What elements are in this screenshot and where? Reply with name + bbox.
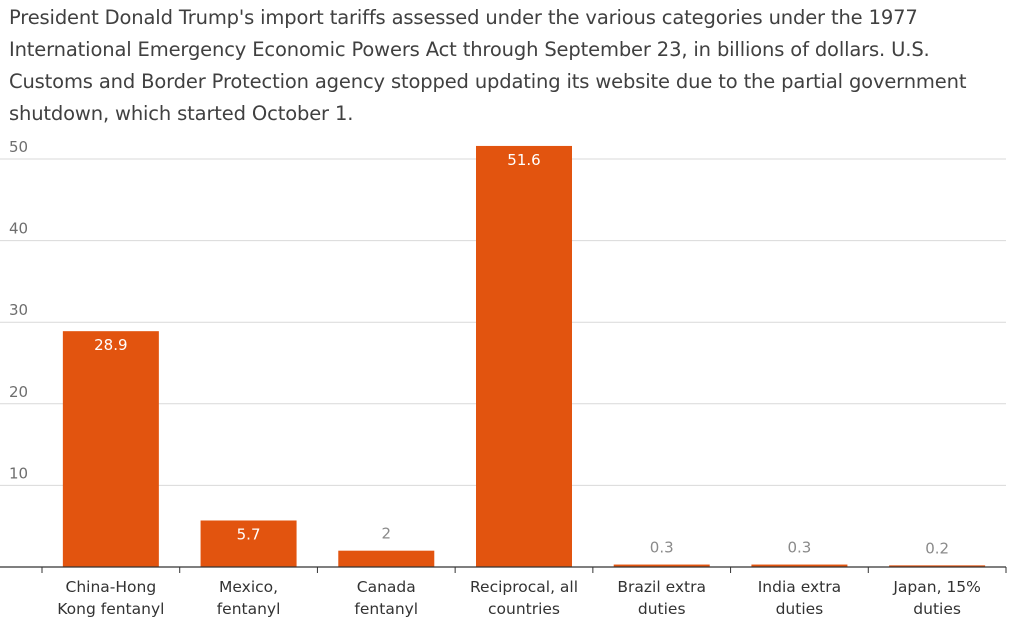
category-label-4-line-1: Reciprocal, all xyxy=(470,578,578,596)
data-label-1: 28.9 xyxy=(94,336,127,354)
bar-1 xyxy=(62,331,159,567)
y-tick-label-10: 10 xyxy=(9,464,28,482)
category-label-5-line-1: Brazil extra xyxy=(617,578,706,596)
bar-3 xyxy=(338,550,435,567)
category-labels: China-Hong Kong fentanyl Mexico, fentanyl Ca… xyxy=(57,578,981,618)
chart-subtitle: President Donald Trump's import tariffs … xyxy=(9,6,967,125)
data-label-4: 51.6 xyxy=(507,151,540,169)
bars xyxy=(62,145,986,567)
data-label-3: 2 xyxy=(382,525,392,543)
category-label-2-line-1: Mexico, xyxy=(219,578,278,596)
data-label-6: 0.3 xyxy=(787,539,811,557)
bar-5 xyxy=(613,564,710,567)
category-label-4-line-2: countries xyxy=(488,600,560,618)
category-label-6-line-1: India extra xyxy=(758,578,841,596)
category-label-7-line-1: Japan, 15% xyxy=(892,578,981,596)
y-tick-label-20: 20 xyxy=(9,383,28,401)
bar-6 xyxy=(751,564,848,567)
y-tick-label-50: 50 xyxy=(9,138,28,156)
category-label-6-line-2: duties xyxy=(776,600,824,618)
y-tick-label-40: 40 xyxy=(9,220,28,238)
category-label-1-line-2: Kong fentanyl xyxy=(57,600,164,618)
category-label-3-line-1: Canada xyxy=(357,578,416,596)
y-axis-tick-labels: 10 20 30 40 50 xyxy=(9,138,28,482)
data-label-5: 0.3 xyxy=(650,539,674,557)
data-label-7: 0.2 xyxy=(925,539,949,557)
y-tick-label-30: 30 xyxy=(9,301,28,319)
category-label-7-line-2: duties xyxy=(913,600,961,618)
category-label-5-line-2: duties xyxy=(638,600,686,618)
bar-2 xyxy=(200,520,297,567)
category-label-1-line-1: China-Hong xyxy=(66,578,157,596)
data-labels: 28.9 5.7 2 51.6 0.3 0.3 0.2 xyxy=(94,151,949,557)
data-label-2: 5.7 xyxy=(237,525,261,543)
category-label-2-line-2: fentanyl xyxy=(217,600,281,618)
x-axis-tick-marks xyxy=(41,567,1007,573)
bar-7 xyxy=(889,565,986,567)
bar-4 xyxy=(476,145,572,567)
category-label-3-line-2: fentanyl xyxy=(354,600,418,618)
